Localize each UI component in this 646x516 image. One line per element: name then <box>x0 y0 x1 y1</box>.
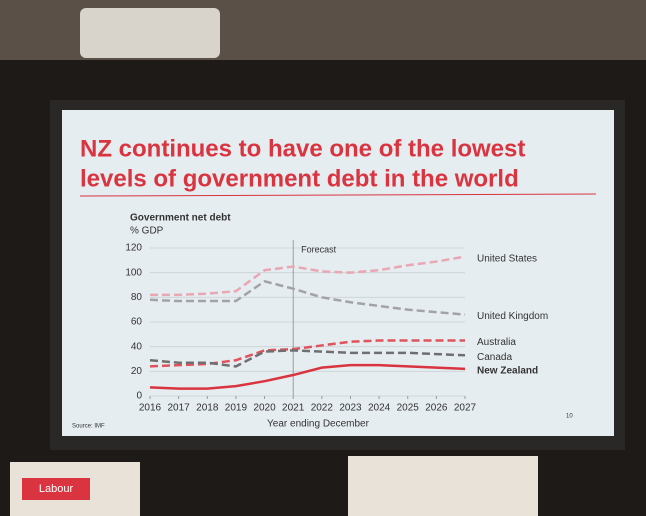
y-axis-title: Government net debt <box>130 213 231 224</box>
y-tick-label: 100 <box>125 267 142 278</box>
x-tick-label: 2025 <box>397 403 420 414</box>
slide-title-line-2: levels of government debt in the world <box>80 165 519 192</box>
y-tick-label: 60 <box>131 317 143 328</box>
logo: Labour <box>39 483 74 495</box>
y-tick-label: 120 <box>125 243 142 254</box>
y-tick-label: 40 <box>131 341 143 352</box>
x-tick-label: 2018 <box>196 403 219 414</box>
logo-box <box>22 478 90 500</box>
forecast-label: Forecast <box>301 244 337 254</box>
x-tick-label: 2020 <box>253 403 276 414</box>
y-tick-label: 0 <box>136 391 142 402</box>
projector <box>80 8 220 58</box>
series-line <box>149 279 466 316</box>
source: Source: IMF <box>72 424 105 430</box>
x-tick-label: 2022 <box>311 403 334 414</box>
series-line <box>149 363 466 390</box>
y-axis-unit: % GDP <box>130 226 164 237</box>
series-line <box>149 339 465 368</box>
series-label: Canada <box>477 352 512 363</box>
page-number: 10 <box>566 414 573 420</box>
x-tick-label: 2026 <box>425 403 448 414</box>
x-tick-label: 2017 <box>168 403 191 414</box>
series-line <box>149 349 466 368</box>
series-label: New Zealand <box>477 366 538 377</box>
x-tick-label: 2027 <box>454 403 477 414</box>
slide-title-line-1: NZ continues to have one of the lowest <box>80 135 525 162</box>
x-tick-label: 2021 <box>282 403 305 414</box>
x-tick-label: 2019 <box>225 403 248 414</box>
series-line <box>150 255 466 297</box>
y-tick-label: 20 <box>131 366 143 377</box>
x-tick-label: 2024 <box>368 403 391 414</box>
title-rule <box>79 193 597 197</box>
series-label: United States <box>477 253 537 264</box>
lectern-right <box>348 456 538 516</box>
y-tick-label: 80 <box>131 292 143 303</box>
x-axis-title: Year ending December <box>267 419 370 430</box>
x-tick-label: 2023 <box>339 403 362 414</box>
series-label: Australia <box>477 337 516 348</box>
series-label: United Kingdom <box>477 311 548 322</box>
x-tick-label: 2016 <box>139 403 162 414</box>
